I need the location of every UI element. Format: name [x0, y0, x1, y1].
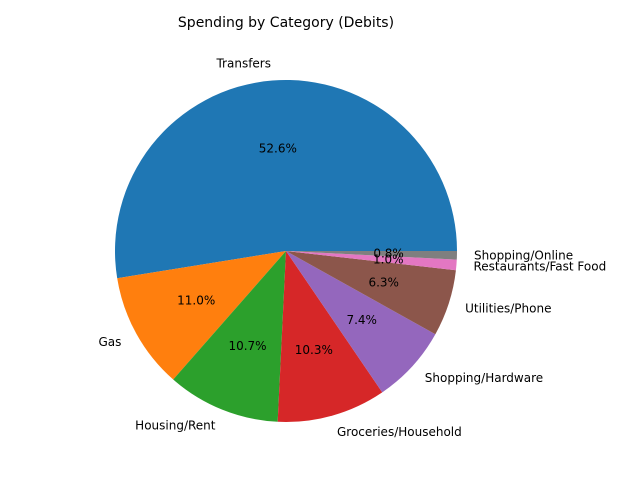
- chart-title: Spending by Category (Debits): [178, 15, 394, 31]
- category-label-restaurants-fast-food: Restaurants/Fast Food: [474, 259, 607, 273]
- pie-slice-gas: [117, 251, 286, 380]
- pie-slice-transfers: [115, 79, 457, 279]
- pie-slice-utilities-phone: [286, 251, 456, 335]
- pie-slice-shopping-online: [286, 251, 457, 260]
- pie-slice-shopping-hardware: [286, 251, 436, 393]
- category-labels: Transfers Gas Housing/Rent Groceries/Househ…: [98, 57, 606, 440]
- category-label-housing-rent: Housing/Rent: [135, 418, 216, 432]
- pie-slice-groceries-household: [277, 251, 383, 423]
- pie-slice-housing-rent: [173, 251, 286, 422]
- category-label-utilities-phone: Utilities/Phone: [465, 302, 551, 316]
- percentage-label-shopping-hardware: 7.4%: [346, 313, 377, 327]
- percentage-label-utilities-phone: 6.3%: [368, 275, 399, 289]
- pie-slices: [115, 79, 457, 423]
- category-label-gas: Gas: [98, 335, 121, 349]
- category-label-transfers: Transfers: [215, 57, 271, 71]
- percentage-labels: 52.6% 11.0% 10.7% 10.3% 7.4% 6.3% 1.0%0.8%: [177, 142, 404, 357]
- percentage-label-shopping-online: 0.8%: [373, 247, 404, 261]
- percentage-label-groceries-household: 10.3%: [295, 343, 333, 357]
- category-label-groceries-household: Groceries/Household: [337, 425, 462, 439]
- percentage-label-transfers: 52.6%: [259, 142, 297, 156]
- percentage-label-gas: 11.0%: [177, 294, 215, 308]
- category-label-shopping-online: Shopping/Online: [474, 249, 573, 263]
- pie-slice-restaurants-fast-food: [286, 251, 457, 271]
- category-label-shopping-hardware: Shopping/Hardware: [425, 371, 543, 385]
- percentage-label-housing-rent: 10.7%: [228, 339, 266, 353]
- percentage-label-restaurants-fast-food: 1.0%: [373, 252, 404, 266]
